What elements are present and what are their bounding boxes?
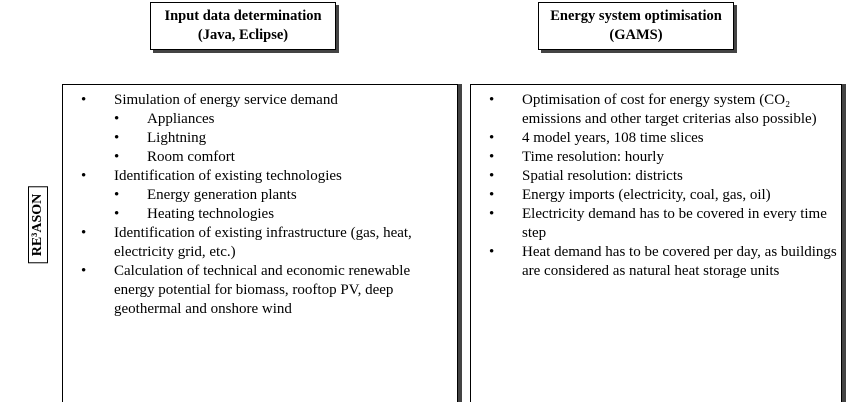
- header-box: Energy system optimisation (GAMS): [538, 2, 734, 50]
- bullet-text: Heat demand has to be covered per day, a…: [522, 244, 837, 279]
- bullet-item: Time resolution: hourly: [471, 148, 837, 167]
- sub-bullet-item: Energy generation plants: [114, 186, 441, 205]
- bullet-text: Energy imports (electricity, coal, gas, …: [522, 187, 771, 203]
- header-subtitle: (GAMS): [609, 27, 663, 43]
- bullet-text: 4 model years, 108 time slices: [522, 130, 704, 146]
- bullet-item: Spatial resolution: districts: [471, 167, 837, 186]
- bullet-item: Identification of existing technologies E…: [63, 167, 441, 224]
- sub-bullet-item: Room comfort: [114, 148, 441, 167]
- bullet-item: Optimisation of cost for energy system (…: [471, 91, 837, 129]
- bullet-item: Simulation of energy service demand Appli…: [63, 91, 441, 167]
- bullet-text: Identification of existing infrastructur…: [114, 225, 412, 260]
- sub-list: AppliancesLightningRoom comfort: [114, 110, 441, 167]
- bullet-text: Time resolution: hourly: [522, 149, 664, 165]
- header-subtitle: (Java, Eclipse): [197, 27, 289, 43]
- bullet-item: Electricity demand has to be covered in …: [471, 205, 837, 243]
- bullet-text: Spatial resolution: districts: [522, 168, 683, 184]
- side-label: RE³ASON: [28, 186, 48, 264]
- bullet-text: Electricity demand has to be covered in …: [522, 206, 827, 241]
- bullet-text: Calculation of technical and economic re…: [114, 263, 411, 317]
- content-box: Simulation of energy service demand Appli…: [62, 84, 458, 402]
- bullet-item: Heat demand has to be covered per day, a…: [471, 243, 837, 281]
- bullet-text: Identification of existing technologies: [114, 168, 342, 184]
- header-title: Energy system optimisation: [550, 8, 722, 24]
- bullet-item: Energy imports (electricity, coal, gas, …: [471, 186, 837, 205]
- bullet-text: Optimisation of cost for energy system (…: [522, 92, 817, 127]
- sub-bullet-item: Heating technologies: [114, 205, 441, 224]
- bullet-item: 4 model years, 108 time slices: [471, 129, 837, 148]
- bullet-item: Calculation of technical and economic re…: [63, 262, 441, 319]
- sub-list: Energy generation plantsHeating technolo…: [114, 186, 441, 224]
- sub-bullet-item: Appliances: [114, 110, 441, 129]
- content-box: Optimisation of cost for energy system (…: [470, 84, 842, 402]
- bullet-item: Identification of existing infrastructur…: [63, 224, 441, 262]
- header-title: Input data determination: [164, 8, 322, 24]
- header-box: Input data determination (Java, Eclipse): [150, 2, 336, 50]
- bullet-text: Simulation of energy service demand: [114, 92, 338, 108]
- sub-bullet-item: Lightning: [114, 129, 441, 148]
